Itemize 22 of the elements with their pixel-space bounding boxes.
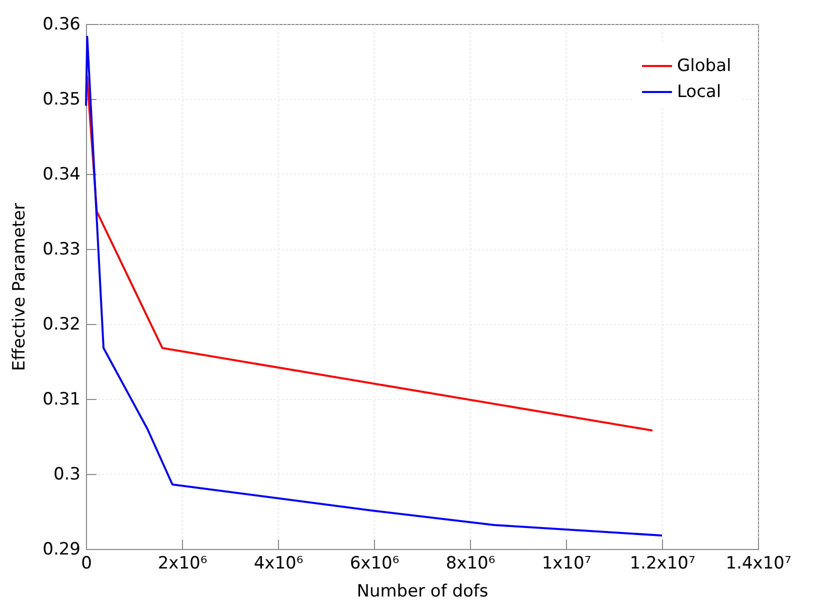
y-tick-label: 0.33 (42, 240, 80, 260)
line-series (86, 74, 654, 432)
y-axis-title: Effective Parameter (10, 202, 30, 372)
y-tick-label: 0.29 (42, 540, 80, 560)
y-tick-label: 0.3 (53, 464, 80, 484)
y-tick-label: 0.34 (42, 164, 80, 184)
x-tick-label: 1x10⁷ (542, 554, 592, 574)
x-tick-label: 8x10⁶ (446, 554, 496, 574)
y-tick-label: 0.36 (42, 14, 80, 34)
x-tick-label: 4x10⁶ (254, 554, 304, 574)
legend-label: Local (677, 82, 722, 102)
x-tick-label: 0 (81, 554, 92, 574)
y-tick-label: 0.32 (42, 314, 80, 334)
x-tick-label: 2x10⁶ (158, 554, 208, 574)
x-tick-label: 6x10⁶ (350, 554, 400, 574)
line-series (85, 36, 663, 536)
y-tick-label: 0.31 (42, 390, 80, 410)
x-axis-title: Number of dofs (356, 582, 488, 602)
x-tick-label: 1.4x10⁷ (726, 554, 792, 574)
x-tick-label: 1.2x10⁷ (630, 554, 696, 574)
legend-label: Global (677, 56, 732, 76)
y-tick-label: 0.35 (42, 90, 80, 110)
